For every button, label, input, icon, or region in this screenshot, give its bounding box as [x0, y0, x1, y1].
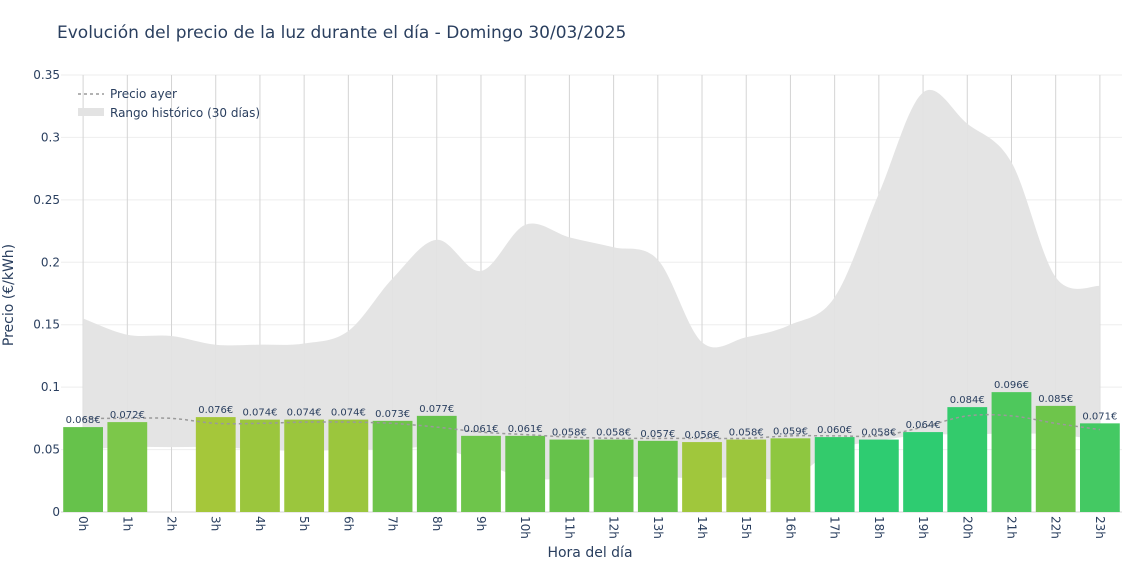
bar-value-label: 0.072€ — [110, 410, 145, 421]
x-tick-label: 12h — [607, 516, 621, 539]
y-tick-label: 0.1 — [41, 380, 60, 394]
legend-item-range: Rango histórico (30 días) — [110, 106, 260, 120]
bar — [726, 439, 767, 512]
bar-value-label: 0.068€ — [66, 415, 101, 426]
x-tick-label: 5h — [297, 516, 311, 531]
x-tick-label: 22h — [1049, 516, 1063, 539]
x-tick-label: 4h — [253, 516, 267, 531]
x-tick-label: 8h — [430, 516, 444, 531]
bar — [1035, 405, 1076, 512]
x-tick-label: 15h — [739, 516, 753, 539]
x-tick-label: 20h — [960, 516, 974, 539]
bars — [63, 392, 1120, 512]
x-tick-label: 11h — [562, 516, 576, 539]
bar — [814, 437, 855, 512]
bar — [107, 422, 148, 512]
bar-value-label: 0.058€ — [729, 428, 764, 439]
x-tick-label: 0h — [76, 516, 90, 531]
bar-labels: 0.068€ 0.072€ 0.076€ 0.074€ 0.074€ 0.074€ 0.07… — [66, 380, 1118, 441]
bar — [947, 407, 988, 512]
bar — [1080, 423, 1120, 512]
legend-item-yesterday: Precio ayer — [110, 87, 177, 101]
x-tick-label: 2h — [165, 516, 179, 531]
x-tick-label: 13h — [651, 516, 665, 539]
x-tick-label: 17h — [828, 516, 842, 539]
x-axis-ticks: 0h 1h 2h 3h 4h 5h 6h 7h 8h 9h 10h 11h 12h 13h 14h 15h 16… — [76, 516, 1107, 539]
bar-value-label: 0.060€ — [817, 425, 852, 436]
y-tick-label: 0.3 — [41, 130, 60, 144]
x-tick-label: 3h — [209, 516, 223, 531]
bar-value-label: 0.096€ — [994, 380, 1029, 391]
bar — [240, 419, 280, 512]
bar — [903, 432, 943, 512]
y-axis-title: Precio (€/kWh) — [1, 244, 17, 346]
x-axis-title: Hora del día — [547, 545, 632, 561]
bar-value-label: 0.058€ — [596, 428, 631, 439]
bar-value-label: 0.071€ — [1082, 411, 1117, 422]
bar — [991, 392, 1032, 512]
x-tick-label: 19h — [916, 516, 930, 539]
y-tick-label: 0.15 — [33, 318, 60, 332]
bar-value-label: 0.074€ — [287, 408, 322, 419]
bar-value-label: 0.061€ — [508, 424, 543, 435]
x-tick-label: 23h — [1093, 516, 1107, 539]
y-tick-label: 0.05 — [33, 443, 60, 457]
x-tick-label: 14h — [695, 516, 709, 539]
x-tick-label: 10h — [518, 516, 532, 539]
bar — [416, 415, 457, 512]
bar — [284, 419, 325, 512]
x-tick-label: 1h — [120, 516, 134, 531]
bar-value-label: 0.056€ — [685, 430, 720, 441]
x-tick-label: 7h — [386, 516, 400, 531]
historical-range — [83, 89, 1100, 481]
bar-value-label: 0.059€ — [773, 426, 808, 437]
x-tick-label: 18h — [872, 516, 886, 539]
x-tick-label: 9h — [474, 516, 488, 531]
y-axis-ticks: 0 0.05 0.1 0.15 0.2 0.25 0.3 0.35 — [33, 68, 60, 519]
bar — [770, 438, 811, 512]
bar-value-label: 0.061€ — [463, 424, 498, 435]
bar-value-label: 0.058€ — [861, 428, 896, 439]
x-tick-label: 16h — [783, 516, 797, 539]
bar-value-label: 0.057€ — [640, 429, 675, 440]
legend-area-swatch — [78, 108, 104, 116]
bar — [372, 420, 413, 512]
bar — [593, 439, 634, 512]
bar — [328, 419, 369, 512]
bar-value-label: 0.058€ — [552, 428, 587, 439]
bar-value-label: 0.077€ — [419, 404, 454, 415]
bar — [63, 427, 103, 512]
chart-title: Evolución del precio de la luz durante e… — [57, 23, 626, 43]
bar — [195, 417, 236, 512]
bar-value-label: 0.064€ — [906, 420, 941, 431]
x-tick-label: 21h — [1004, 516, 1018, 539]
y-tick-label: 0 — [52, 505, 60, 519]
legend: Precio ayer Rango histórico (30 días) — [78, 87, 260, 120]
bar-value-label: 0.074€ — [331, 408, 366, 419]
bar — [549, 439, 590, 512]
bar-value-label: 0.085€ — [1038, 394, 1073, 405]
y-tick-label: 0.2 — [41, 255, 60, 269]
bar — [505, 435, 546, 512]
y-tick-label: 0.25 — [33, 193, 60, 207]
bar-value-label: 0.084€ — [950, 395, 985, 406]
x-tick-label: 6h — [341, 516, 355, 531]
bar-value-label: 0.074€ — [242, 408, 277, 419]
bar — [858, 439, 899, 512]
y-tick-label: 0.35 — [33, 68, 60, 82]
bar — [682, 442, 722, 512]
bar — [637, 440, 678, 512]
bar-value-label: 0.073€ — [375, 409, 410, 420]
bar-value-label: 0.076€ — [198, 405, 233, 416]
historical-range-area — [83, 89, 1100, 481]
bar — [461, 435, 501, 512]
